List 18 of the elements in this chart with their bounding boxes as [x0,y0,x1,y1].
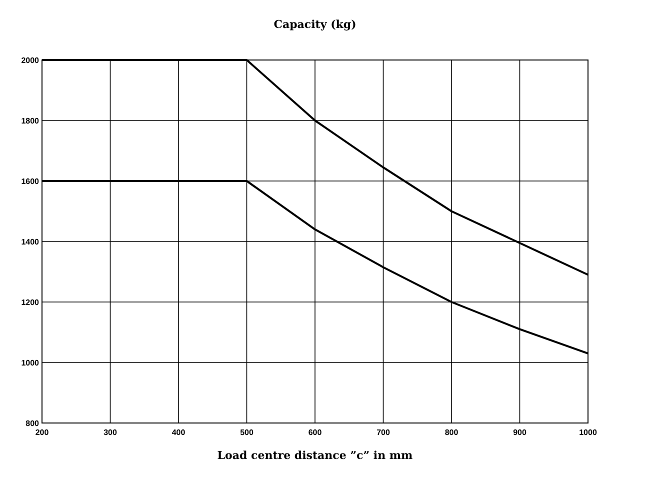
x-tick-label: 700 [376,428,390,437]
x-tick-label: 300 [104,428,118,437]
x-tick-label: 400 [172,428,186,437]
chart-title: Capacity (kg) [274,18,356,31]
x-tick-label: 1000 [579,428,598,437]
x-axis-title: Load centre distance ”c” in mm [217,449,414,462]
x-tick-label: 800 [444,428,459,437]
x-tick-label: 200 [35,428,50,437]
x-tick-label: 900 [513,428,527,437]
x-tick-label: 600 [308,428,322,437]
y-tick-label: 1200 [21,298,40,307]
y-tick-label: 800 [26,419,40,428]
y-tick-label: 1400 [21,238,40,246]
y-tick-label: 1800 [21,116,40,126]
x-tick-label: 500 [240,428,254,437]
y-tick-label: 1000 [21,358,40,368]
y-tick-label: 2000 [21,56,40,65]
y-tick-label: 1600 [21,177,40,186]
